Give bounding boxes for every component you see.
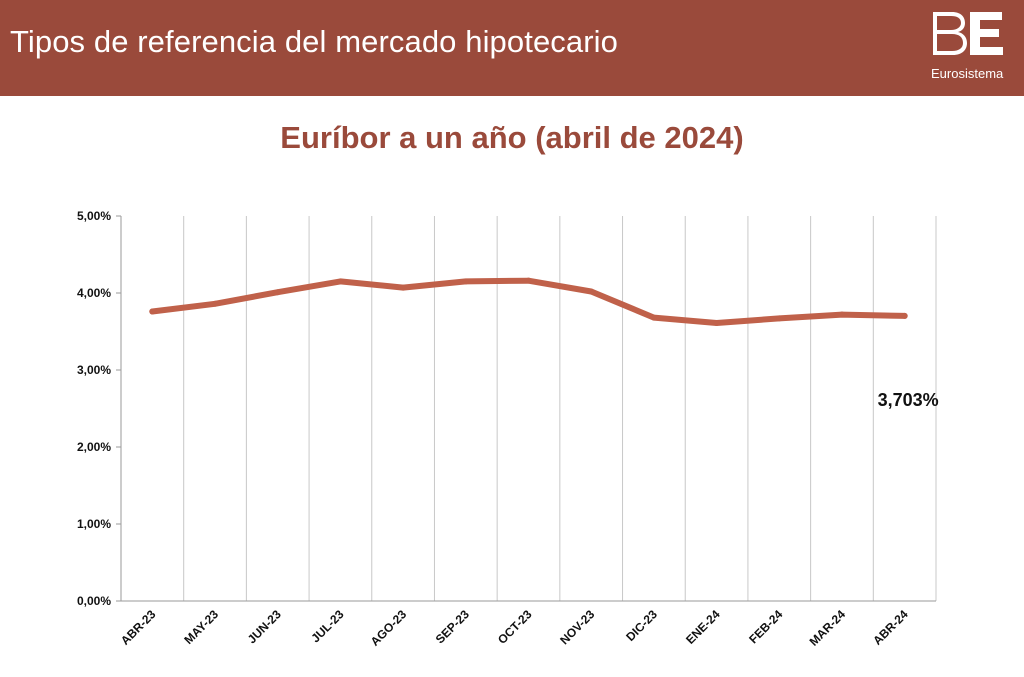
- page-title: Tipos de referencia del mercado hipoteca…: [10, 24, 618, 59]
- data-point: [274, 289, 281, 296]
- x-tick-label: DIC-23: [623, 607, 660, 644]
- logo-subtext: Eurosistema: [931, 66, 1004, 81]
- y-tick-label: 5,00%: [77, 209, 111, 223]
- x-tick-label: MAR-24: [807, 607, 849, 649]
- data-point: [588, 288, 595, 295]
- data-point: [149, 308, 156, 315]
- data-labels: 3,703%: [878, 390, 939, 410]
- x-tick-label: FEB-24: [746, 607, 785, 646]
- x-tick-label: AGO-23: [368, 607, 410, 649]
- data-point: [838, 311, 845, 318]
- data-point: [337, 278, 344, 285]
- x-tick-label: SEP-23: [433, 607, 472, 646]
- y-tick-label: 1,00%: [77, 517, 111, 531]
- y-tick-labels: 0,00% 1,00% 2,00% 3,00% 4,00% 5,00%: [77, 209, 121, 608]
- data-point: [525, 277, 532, 284]
- y-tick-label: 2,00%: [77, 440, 111, 454]
- y-tick-label: 3,00%: [77, 363, 111, 377]
- chart-title: Euríbor a un año (abril de 2024): [280, 120, 744, 155]
- y-tick-label: 0,00%: [77, 594, 111, 608]
- data-point: [901, 312, 908, 319]
- axes: [120, 216, 936, 602]
- x-tick-label: ABR-23: [118, 607, 159, 648]
- data-point: [776, 315, 783, 322]
- x-tick-label: MAY-23: [181, 607, 221, 647]
- data-point: [713, 320, 720, 327]
- x-tick-label: ENE-24: [683, 607, 723, 647]
- data-label: 3,703%: [878, 390, 939, 410]
- data-point: [212, 300, 219, 307]
- x-tick-label: JUN-23: [245, 607, 284, 646]
- data-point: [650, 314, 657, 321]
- x-tick-label: JUL-23: [308, 607, 346, 645]
- x-tick-label: ABR-24: [870, 607, 911, 648]
- x-tick-label: NOV-23: [557, 607, 597, 647]
- be-logo-mark: [933, 12, 1003, 55]
- data-point: [462, 278, 469, 285]
- x-tick-label: OCT-23: [495, 607, 535, 647]
- banco-espana-logo: Eurosistema: [930, 8, 1016, 88]
- x-tick-labels: ABR-23 MAY-23 JUN-23 JUL-23 AGO-23 SEP-23 OCT-…: [118, 607, 911, 649]
- y-tick-label: 4,00%: [77, 286, 111, 300]
- series-line: [149, 277, 908, 326]
- data-point: [400, 284, 407, 291]
- gridlines: [183, 216, 937, 601]
- header-bar: Tipos de referencia del mercado hipoteca…: [0, 0, 1024, 96]
- series-lines: [149, 277, 908, 327]
